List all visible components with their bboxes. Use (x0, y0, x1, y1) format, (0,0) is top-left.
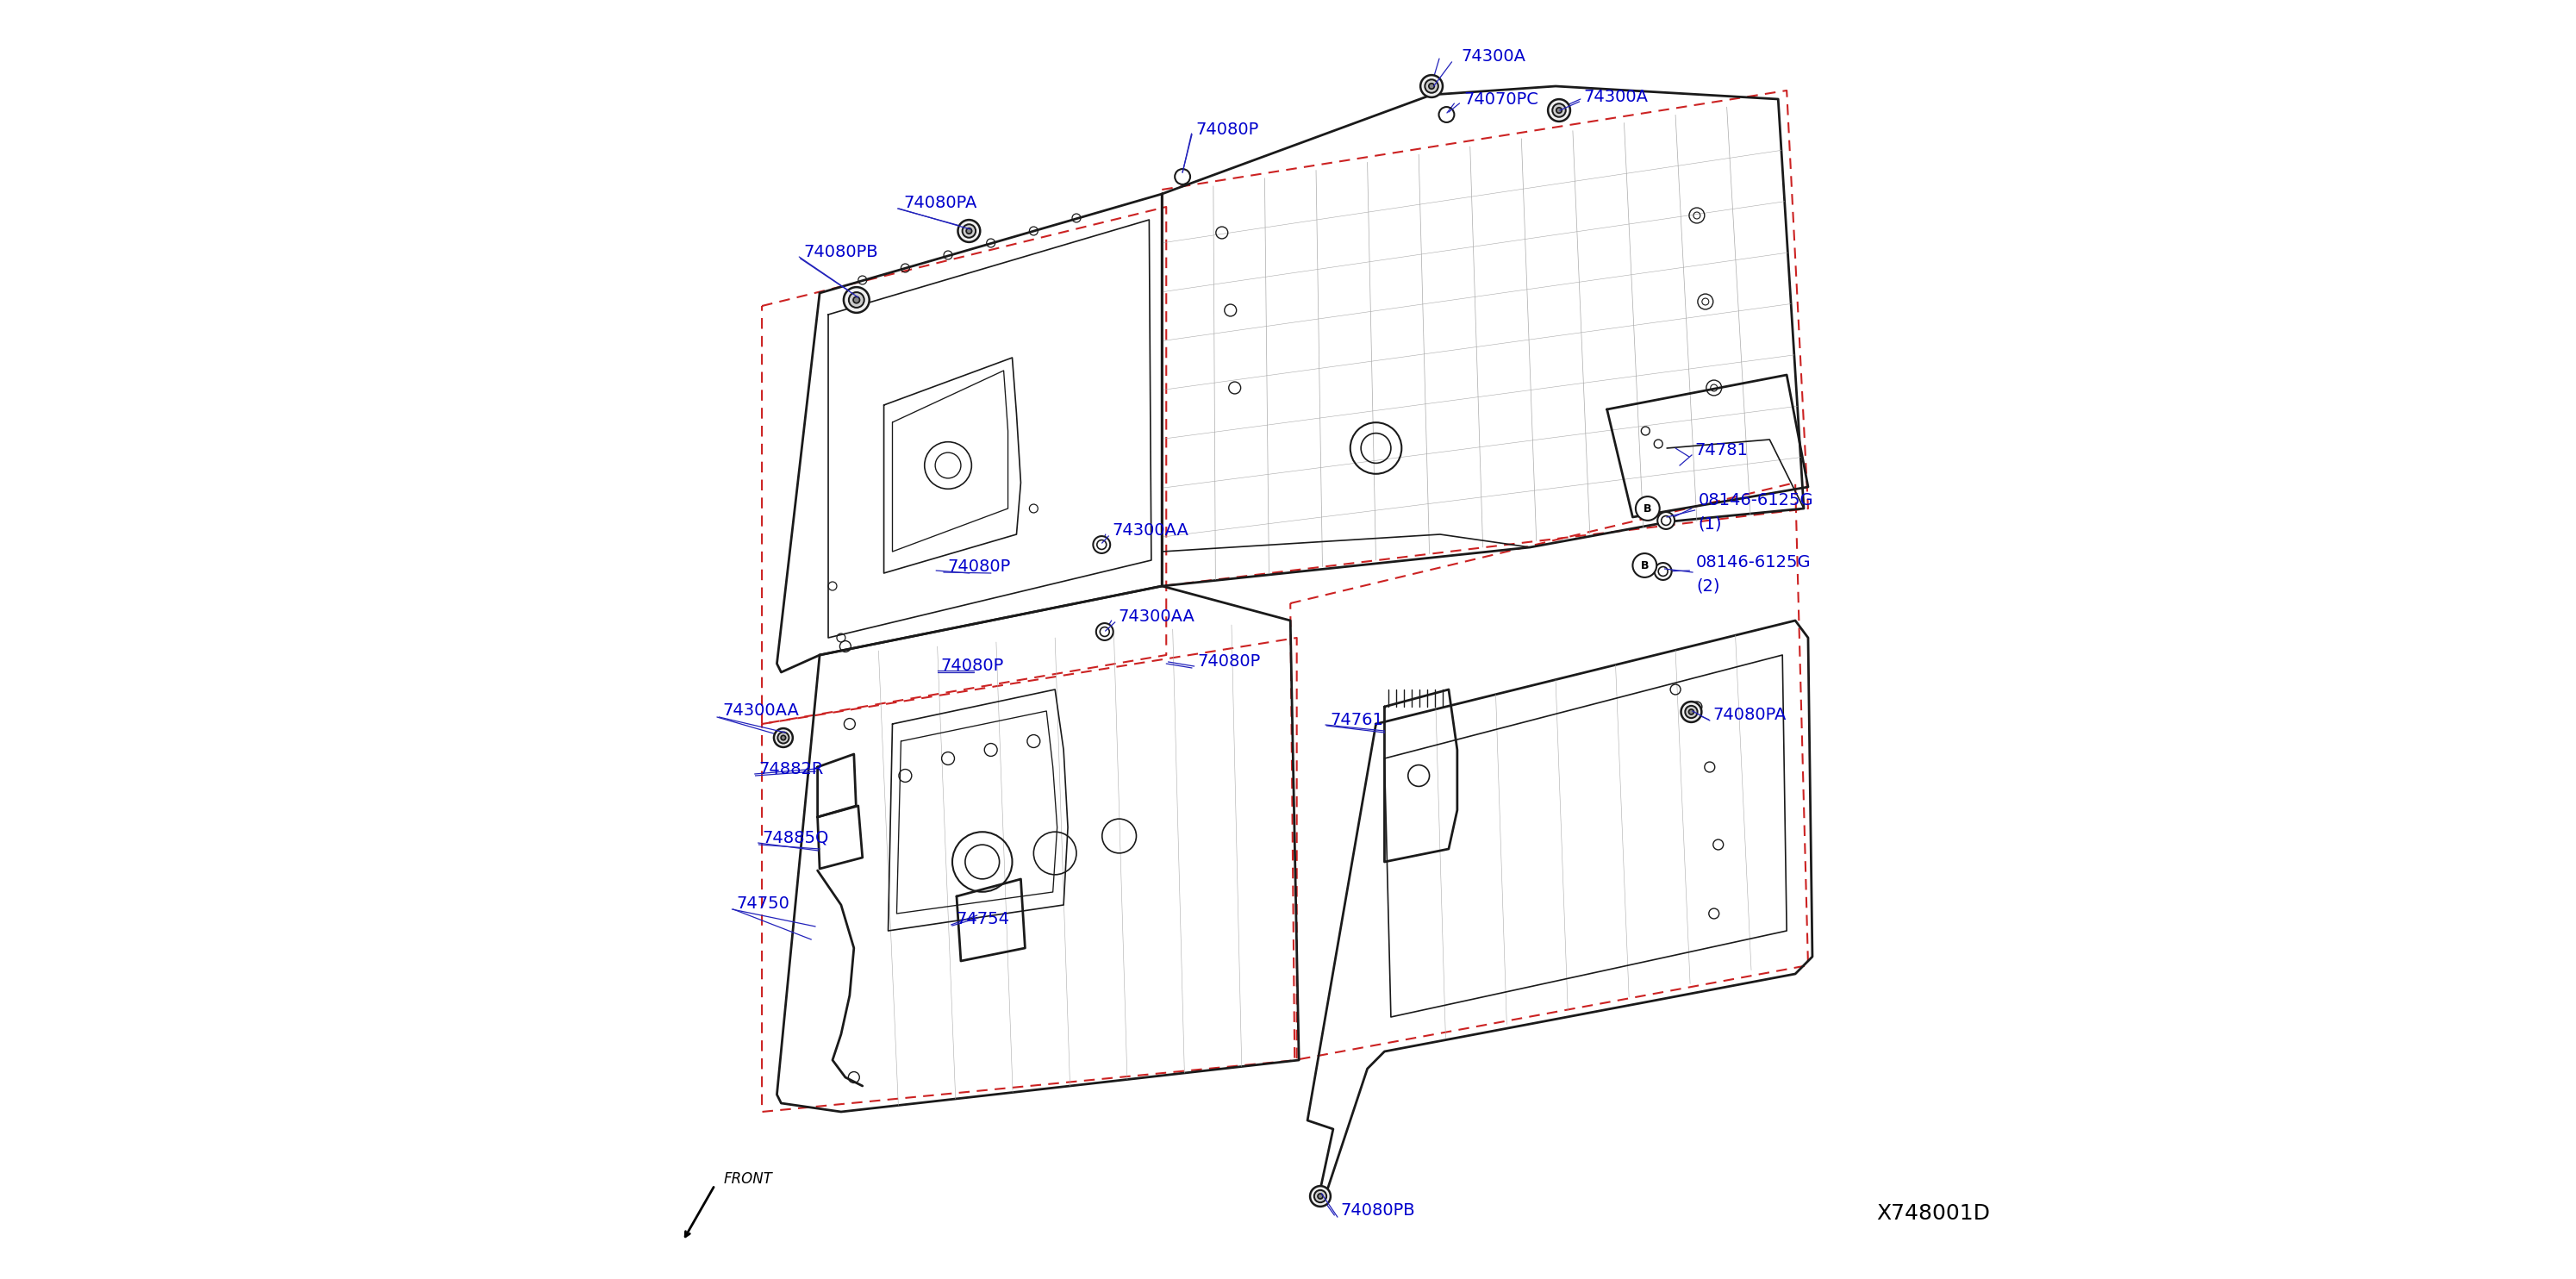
Circle shape (778, 732, 788, 743)
Circle shape (1654, 563, 1672, 579)
Circle shape (1097, 623, 1113, 641)
Circle shape (1311, 1186, 1332, 1206)
Text: 74080P: 74080P (1195, 122, 1260, 137)
Text: 74882R: 74882R (760, 761, 824, 776)
Circle shape (1314, 1189, 1327, 1202)
Text: 08146-6125G: 08146-6125G (1698, 491, 1814, 508)
Circle shape (1636, 496, 1659, 521)
Circle shape (1092, 536, 1110, 554)
Circle shape (848, 292, 863, 308)
Text: FRONT: FRONT (724, 1172, 773, 1187)
Circle shape (853, 297, 860, 303)
Circle shape (1556, 107, 1561, 113)
Circle shape (781, 735, 786, 741)
Text: (2): (2) (1695, 578, 1721, 595)
Text: 08146-6125G: 08146-6125G (1695, 554, 1811, 570)
Circle shape (773, 728, 793, 747)
Text: 74300AA: 74300AA (1113, 522, 1188, 538)
Text: 74750: 74750 (737, 895, 791, 912)
Text: B: B (1643, 503, 1651, 514)
Text: 74300AA: 74300AA (1118, 608, 1195, 624)
Circle shape (845, 286, 868, 313)
Text: 74761: 74761 (1329, 711, 1383, 728)
Circle shape (1430, 83, 1435, 90)
Text: X748001D: X748001D (1875, 1204, 1991, 1224)
Circle shape (1419, 75, 1443, 97)
Text: 74080PB: 74080PB (804, 243, 878, 260)
Circle shape (1685, 706, 1698, 718)
Circle shape (1553, 104, 1566, 116)
Circle shape (1548, 100, 1571, 122)
Text: 74080PA: 74080PA (1713, 706, 1788, 723)
Circle shape (1319, 1193, 1324, 1198)
Circle shape (1690, 710, 1695, 715)
Text: B: B (1641, 560, 1649, 570)
Circle shape (966, 228, 971, 234)
Circle shape (963, 224, 976, 238)
Text: 74080PA: 74080PA (904, 194, 976, 211)
Text: 74885Q: 74885Q (762, 830, 829, 845)
Circle shape (1633, 554, 1656, 577)
Text: 74080P: 74080P (1198, 652, 1260, 669)
Circle shape (958, 220, 979, 242)
Text: 74754: 74754 (956, 912, 1010, 927)
Circle shape (1682, 702, 1703, 723)
Text: 74080P: 74080P (940, 657, 1005, 674)
Circle shape (1656, 512, 1674, 530)
Text: (1): (1) (1698, 515, 1721, 532)
Text: 74080PB: 74080PB (1342, 1202, 1414, 1219)
Circle shape (1425, 79, 1437, 93)
Text: 74070PC: 74070PC (1463, 91, 1538, 107)
Text: 74300A: 74300A (1584, 88, 1649, 105)
Text: 74300AA: 74300AA (721, 703, 799, 719)
Text: 74080P: 74080P (948, 558, 1010, 574)
Text: 74781: 74781 (1695, 441, 1749, 458)
Text: 74300A: 74300A (1461, 47, 1525, 64)
